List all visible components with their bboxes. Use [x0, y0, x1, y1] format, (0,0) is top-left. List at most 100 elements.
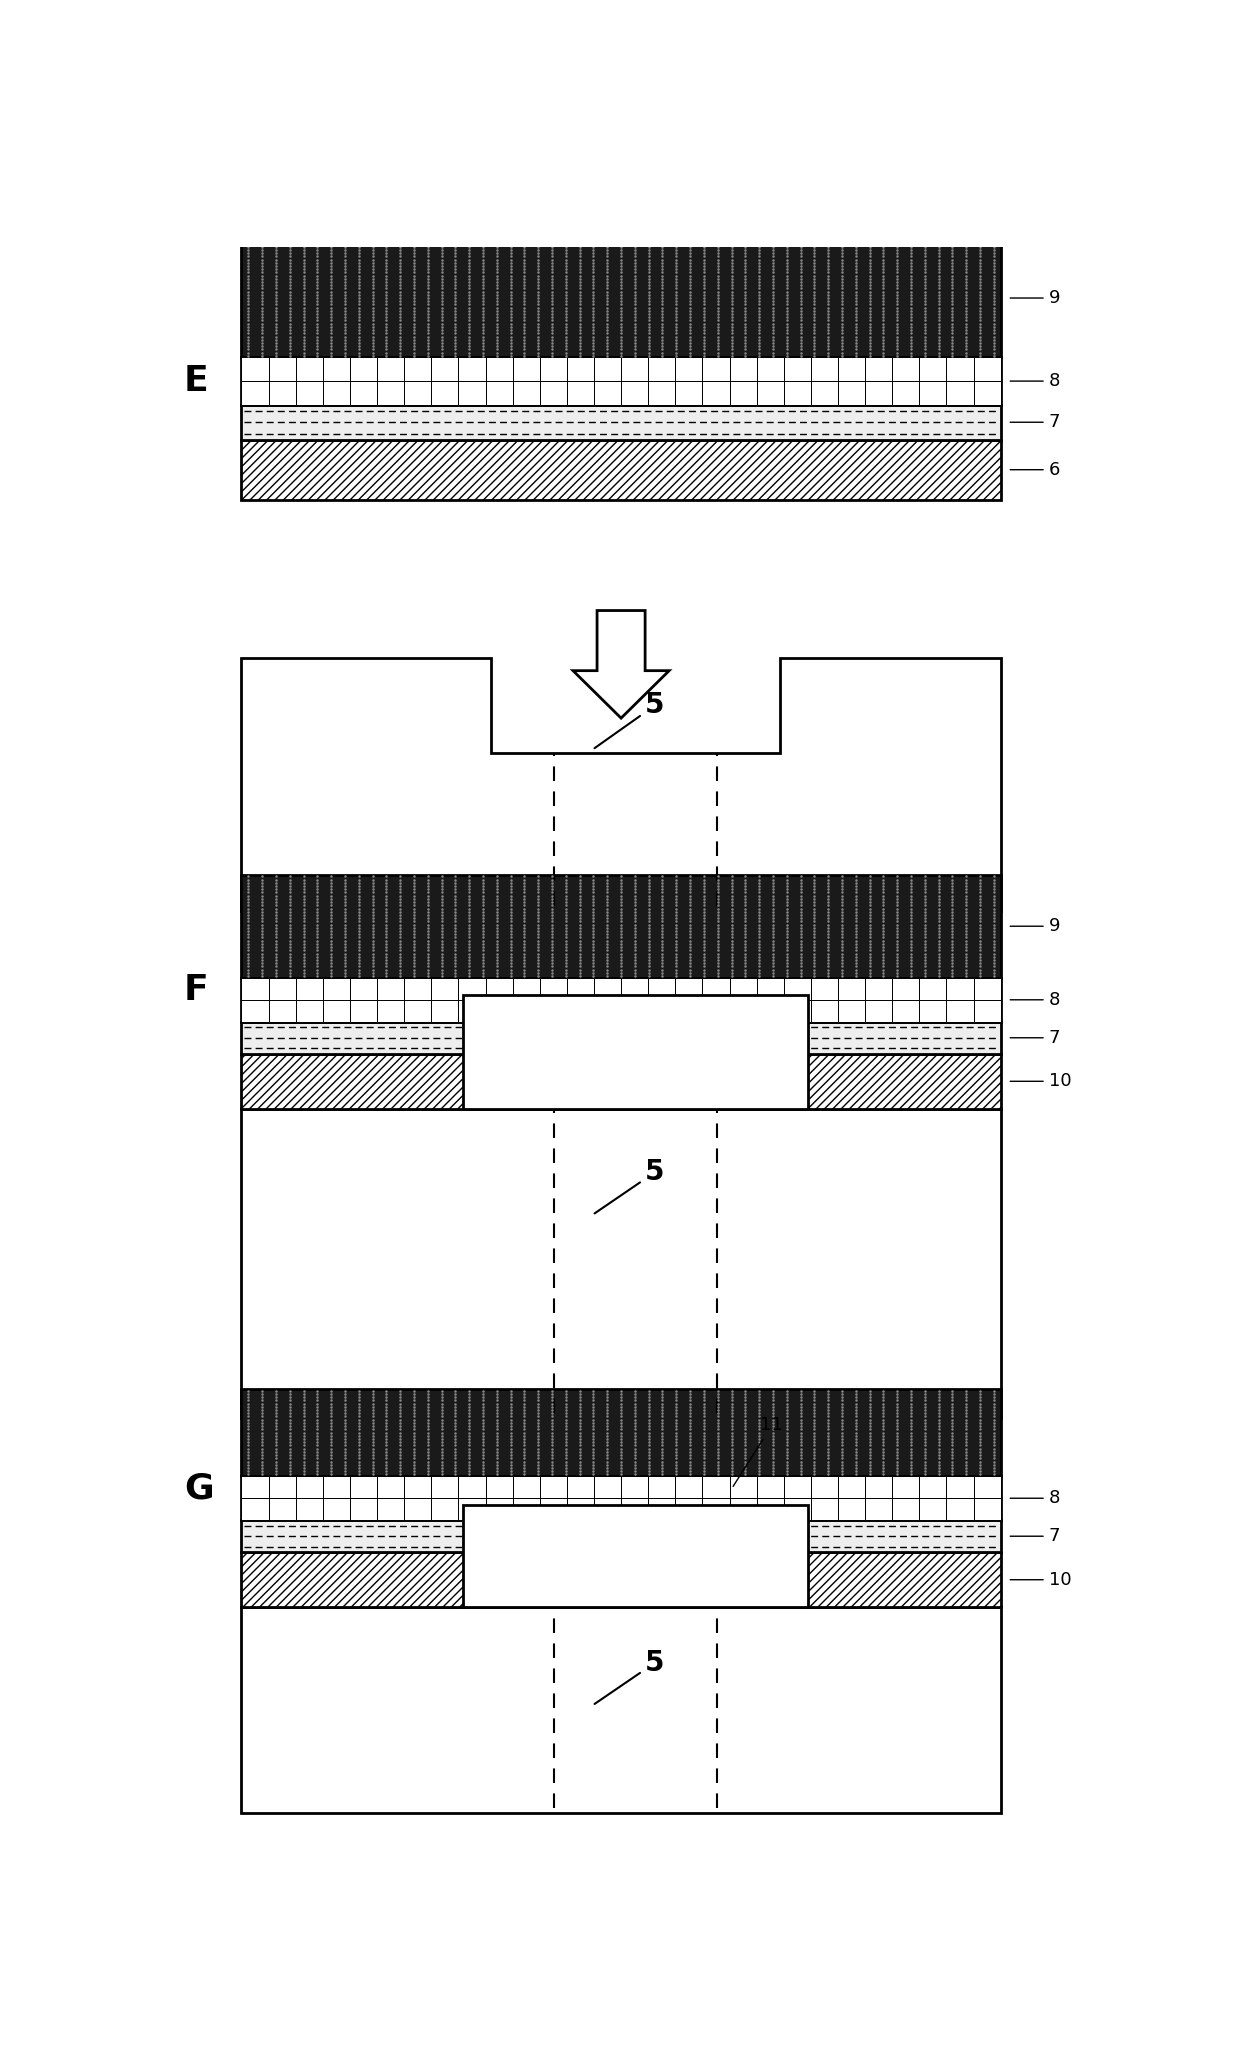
Bar — [676, 380, 702, 405]
Bar — [486, 978, 512, 1001]
Bar — [377, 380, 404, 405]
Bar — [512, 1001, 539, 1021]
Bar — [377, 1475, 404, 1498]
Bar — [269, 380, 295, 405]
Bar — [322, 358, 350, 380]
Bar — [702, 1498, 729, 1521]
Bar — [973, 358, 1001, 380]
Bar — [621, 1475, 649, 1498]
Bar — [539, 380, 567, 405]
Bar — [295, 1475, 322, 1498]
Bar — [295, 978, 322, 1001]
Bar — [539, 358, 567, 380]
Bar — [919, 1498, 946, 1521]
Bar — [512, 1475, 539, 1498]
Bar — [649, 978, 676, 1001]
Bar — [811, 1001, 838, 1021]
Bar — [432, 978, 459, 1001]
Bar — [295, 1498, 322, 1521]
Bar — [784, 1498, 811, 1521]
Bar — [242, 1521, 1001, 1552]
Bar — [866, 978, 893, 1001]
Bar — [512, 1498, 539, 1521]
Text: 11: 11 — [733, 1416, 784, 1486]
Bar — [463, 995, 808, 1110]
Bar — [242, 1110, 1001, 1418]
Bar — [649, 1498, 676, 1521]
Bar — [567, 380, 594, 405]
Bar — [459, 1475, 486, 1498]
Bar — [919, 1475, 946, 1498]
Bar — [350, 1001, 377, 1021]
Bar — [242, 440, 1001, 499]
Bar — [594, 1475, 621, 1498]
Bar — [702, 380, 729, 405]
Bar — [242, 358, 269, 380]
Bar — [756, 978, 784, 1001]
Text: 9: 9 — [1011, 917, 1060, 935]
Bar — [784, 978, 811, 1001]
Bar — [729, 1475, 756, 1498]
Bar — [432, 358, 459, 380]
Bar — [893, 358, 919, 380]
Bar — [242, 1475, 269, 1498]
Bar — [486, 1475, 512, 1498]
Bar — [567, 358, 594, 380]
Bar — [432, 1001, 459, 1021]
Bar — [295, 1001, 322, 1021]
Bar — [567, 1475, 594, 1498]
Text: 7: 7 — [1011, 1527, 1060, 1545]
Text: E: E — [184, 364, 208, 399]
Bar — [973, 1498, 1001, 1521]
Text: 5: 5 — [594, 1648, 665, 1704]
Text: 7: 7 — [1011, 1030, 1060, 1046]
Bar — [621, 358, 649, 380]
Bar — [919, 1001, 946, 1021]
Bar — [649, 358, 676, 380]
Bar — [756, 1475, 784, 1498]
Bar — [811, 358, 838, 380]
Bar — [512, 978, 539, 1001]
Bar — [729, 978, 756, 1001]
Bar — [242, 358, 1001, 405]
Bar — [811, 1498, 838, 1521]
Bar — [676, 1498, 702, 1521]
Bar — [322, 1001, 350, 1021]
Bar — [838, 1475, 866, 1498]
Bar — [946, 1498, 973, 1521]
Bar — [269, 978, 295, 1001]
Bar — [838, 358, 866, 380]
Text: F: F — [184, 974, 208, 1007]
Bar — [702, 1475, 729, 1498]
Bar — [459, 1498, 486, 1521]
Bar — [893, 380, 919, 405]
Bar — [946, 380, 973, 405]
Bar — [676, 1001, 702, 1021]
Bar — [242, 978, 269, 1001]
Text: 7: 7 — [1011, 413, 1060, 432]
Bar — [432, 380, 459, 405]
Bar — [676, 1475, 702, 1498]
Text: 5: 5 — [594, 690, 665, 748]
Bar — [621, 380, 649, 405]
Bar — [729, 1001, 756, 1021]
Bar — [539, 1498, 567, 1521]
Bar — [676, 978, 702, 1001]
Bar — [242, 875, 1001, 978]
Bar — [377, 1001, 404, 1021]
Text: 8: 8 — [1011, 372, 1060, 390]
Bar — [838, 380, 866, 405]
Bar — [946, 1475, 973, 1498]
Bar — [594, 1001, 621, 1021]
Bar — [295, 380, 322, 405]
Bar — [486, 358, 512, 380]
Bar — [350, 1475, 377, 1498]
Bar — [269, 358, 295, 380]
Bar — [756, 380, 784, 405]
Bar — [432, 1475, 459, 1498]
Bar — [242, 978, 1001, 1021]
Bar — [702, 978, 729, 1001]
Bar — [729, 358, 756, 380]
Bar — [350, 978, 377, 1001]
Bar — [946, 1001, 973, 1021]
